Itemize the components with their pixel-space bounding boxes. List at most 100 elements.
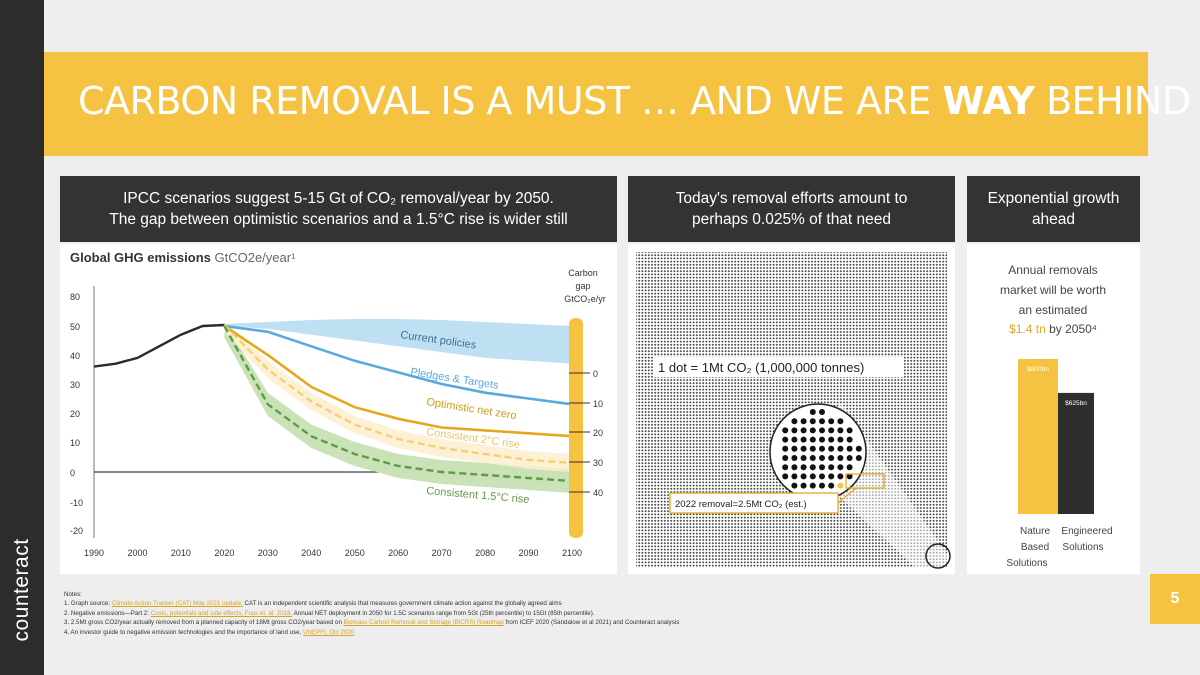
line-optimistic [223,324,573,438]
note-4: 4. An investor guide to negative emissio… [64,628,1144,637]
zoom-dot [791,464,798,471]
emissions-panel: Global GHG emissions GtCO2e/year¹ 80 50 40… [60,244,617,574]
market-line3: an estimated [1019,303,1088,317]
zoom-dot [800,418,807,425]
market-highlight: $1.4 tn [1009,322,1046,336]
bar-nature-based [1018,359,1058,514]
note-2: 2. Negative emissions—Part 2: Costs, pot… [64,609,1144,618]
zoom-dot [819,418,825,425]
dot-grid: 1 dot = 1Mt CO₂ (1,000,000 tonnes) 2022 … [636,252,954,570]
ipcc-header-line1: IPCC scenarios suggest 5-15 Gt of CO₂ re… [123,190,554,207]
zoom-dot [800,464,807,471]
carbon-gap-scale: Carbon gap GtCO₂e/yr 0 10 20 30 40 [564,268,606,538]
x-tick-label: 2010 [171,548,191,558]
chart-bands [224,319,572,493]
gap-label-3: GtCO₂e/yr [564,294,606,304]
zoom-dot [791,427,798,434]
efforts-header-line2: perhaps 0.025% of that need [691,211,892,228]
note-2-rest: Annual NET deployment in 2050 for 1.5C s… [292,609,595,617]
cat2-line1: Engineered [1061,526,1112,537]
zoom-dot [846,464,853,471]
y-tick-label: 10 [70,438,80,448]
zoom-dot [828,464,835,471]
note-3-text: 3. 2.5Mt gross CO2/year actually removed… [64,619,344,627]
removal-highlight [845,473,885,489]
note-1-link[interactable]: Climate Action Tracker (CAT) May 2021 up… [111,600,243,608]
zoom-dot [846,445,853,452]
zoom-dot [782,445,789,452]
y-tick-label: 0 [70,468,75,478]
market-line2: market will be worth [1000,283,1106,297]
zoom-dot [855,455,862,461]
zoom-dot [855,445,862,452]
note-3-link[interactable]: Biomass Carbon Removal and Storage (BiCR… [343,619,504,627]
sidebar: counteract [0,0,44,675]
note-1-text: 1. Graph source: [64,600,112,608]
bar-engineered-value: $625bn [1065,400,1087,407]
zoom-dot [819,409,825,415]
band-current-policies [224,319,572,364]
gap-tick-label: 0 [593,369,598,379]
note-3: 3. 2.5Mt gross CO2/year actually removed… [64,618,1144,627]
footnotes: Notes: 1. Graph source: Climate Action T… [64,590,1144,637]
zoom-dot [837,436,844,443]
note-2-link[interactable]: Costs, potentials and side effects, Fuss… [150,609,293,617]
growth-header-line2: ahead [1031,211,1076,228]
title-end: BEHIND [1034,79,1191,123]
zoom-dot [837,418,844,425]
bar-nature-value: $800bn [1027,366,1049,373]
x-tick-label: 2050 [345,548,365,558]
zoom-dot [800,445,807,452]
note-1: 1. Graph source: Climate Action Tracker … [64,599,1144,608]
zoom-dot [782,473,789,480]
market-tail: by 2050⁴ [1046,322,1097,336]
x-tick-label: 2090 [519,548,539,558]
x-tick-label: 2080 [475,548,495,558]
chart-title-unit: GtCO2e/year¹ [210,250,296,265]
zoom-dot [846,473,853,480]
zoom-dot [828,473,835,480]
page-number: 5 [1150,574,1200,624]
zoom-dot [828,418,835,425]
growth-header: Exponential growth ahead [967,176,1140,242]
title-main: CARBON REMOVAL IS A MUST … AND WE ARE [78,79,943,123]
gap-tick-label: 30 [593,458,603,468]
bar-engineered [1058,392,1094,514]
zoom-dot [782,464,789,471]
band-1-5c [224,322,572,493]
dot-legend: 1 dot = 1Mt CO₂ (1,000,000 tonnes) [658,360,864,375]
y-tick-label: 80 [70,292,80,302]
zoom-dot [809,436,816,443]
zoom-circle-large [769,403,867,501]
zoom-dot [828,455,835,461]
efforts-header-line1: Today's removal efforts amount to [675,190,908,207]
title-strong: WAY [942,79,1035,123]
y-tick-label: 30 [70,380,80,390]
zoom-dot [828,436,835,443]
zoom-dot [819,464,825,471]
zoom-dot [846,455,853,461]
chart-lines [93,323,573,483]
zoom-dot [791,455,798,461]
dots-panel: 1 dot = 1Mt CO₂ (1,000,000 tonnes) 2022 … [628,244,955,574]
zoom-dot [837,455,844,461]
removal-connector [837,487,857,504]
zoom-dot [828,445,835,452]
slide-title: CARBON REMOVAL IS A MUST … AND WE ARE WA… [78,79,1191,123]
zoom-dot [837,482,844,489]
note-4-link[interactable]: UNEPFI, Oct 2020 [303,628,355,636]
zoom-dot [837,473,844,480]
cat1-line1: Nature [1020,526,1050,537]
note-1-rest: CAT is an independent scientific analysi… [242,600,562,608]
zoom-dot [819,473,825,480]
zoom-dot [809,418,816,425]
y-tick-label: 50 [70,322,80,332]
cat2-line2: Solutions [1062,542,1103,553]
zoom-dot [828,482,835,489]
removal-label: 2022 removal=2.5Mt CO₂ (est.) [675,499,807,510]
zoom-dot [800,482,807,489]
zoom-dot [828,427,835,434]
gap-tick-label: 20 [593,428,603,438]
zoom-dot [819,482,825,489]
